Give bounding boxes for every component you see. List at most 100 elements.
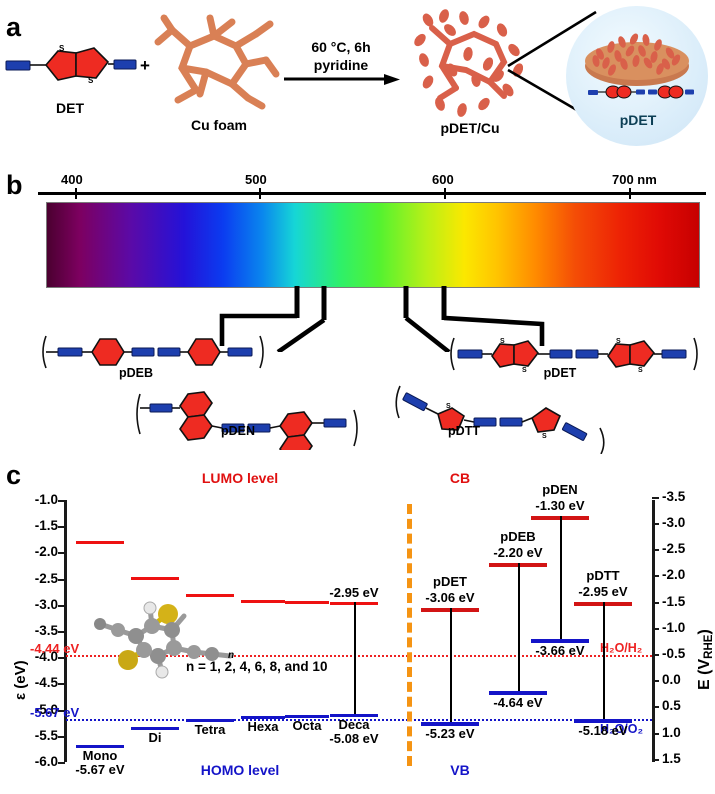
left-tick-mark	[58, 631, 65, 633]
right-tick-mark	[652, 575, 659, 578]
right-tick-label: 0.5	[662, 698, 681, 714]
pden-structure	[136, 391, 358, 450]
right-tick-mark	[652, 523, 659, 526]
nm-tickmark-500	[259, 188, 261, 199]
nm-tick-700: 700 nm	[612, 172, 657, 187]
pdtt-structure: S S	[395, 385, 605, 454]
polymer-bandgap-line	[603, 602, 605, 720]
polymer-cb-value: -2.95 eV	[578, 584, 628, 600]
oligomer-homo-value: -5.08 eV	[329, 730, 379, 746]
svg-text:S: S	[638, 367, 643, 374]
polymer-vb-value: -3.66 eV	[535, 643, 585, 659]
spectrum-connector-lines	[219, 286, 545, 352]
right-tick-mark	[652, 680, 659, 683]
left-tick-label: -4.5	[34, 675, 58, 691]
panel-c-label: c	[6, 460, 22, 490]
oligomer-homo-level	[330, 713, 378, 717]
pdet-inset-label: pDET	[619, 112, 657, 128]
pdet-structure-label: pDET	[543, 366, 577, 380]
oligomer-name-label: Di	[148, 729, 162, 745]
nm-tickmark-400	[75, 188, 77, 199]
right-tick-label: -1.0	[662, 619, 686, 635]
pdet-cu-product-illustration	[414, 9, 524, 117]
reaction-arrow-icon	[284, 74, 400, 85]
right-tick-label: -1.5	[662, 593, 686, 609]
pdeb-structure	[42, 335, 264, 369]
oligomer-homo-value: -5.67 eV	[75, 761, 125, 777]
pdet-inset-illustration	[585, 33, 694, 99]
nm-tick-600: 600	[432, 172, 454, 187]
pdtt-label: pDTT	[448, 424, 480, 438]
nm-tick-400: 400	[61, 172, 83, 187]
h2o-h2-value-label: -4.44 eV	[30, 641, 80, 656]
right-tick-mark	[652, 706, 659, 709]
left-tick-label: -5.0	[34, 701, 58, 717]
wavelength-axis-line	[38, 192, 706, 195]
polymer-vb-level	[574, 719, 632, 724]
right-tick-mark	[652, 549, 659, 552]
panel-b-label: b	[6, 170, 23, 200]
oligomer-lumo-level	[186, 594, 234, 598]
nm-tickmark-600	[444, 188, 446, 199]
polymer-vb-value: -5.18 eV	[578, 723, 628, 739]
polymer-bandgap-line	[518, 562, 520, 691]
left-tick-mark	[58, 526, 65, 529]
right-tick-mark	[652, 732, 659, 735]
polymer-vb-value: -5.23 eV	[425, 725, 475, 741]
left-tick-mark	[58, 735, 65, 738]
oligomer-name-label: Octa	[292, 717, 322, 733]
polymer-name-label: pDEB	[500, 528, 536, 544]
left-tick-label: -4.0	[34, 649, 58, 665]
deca-bandgap-line	[354, 602, 356, 714]
reaction-conditions-line2: pyridine	[313, 57, 369, 73]
oligomer-lumo-level	[241, 599, 285, 603]
oligomer-lumo-level	[76, 540, 124, 544]
polymer-vb-level	[531, 639, 589, 644]
oligomer-name-label: Tetra	[194, 721, 226, 737]
left-tick-label: -2.0	[34, 544, 58, 560]
oligomer-homo-level	[131, 726, 179, 730]
cu-foam-illustration	[154, 14, 280, 110]
h2o-o2-reference-line	[66, 719, 652, 721]
right-tick-label: -3.5	[662, 488, 686, 504]
oligomer-name-label: Mono	[82, 747, 118, 763]
nm-tickmark-700	[629, 188, 631, 199]
left-tick-label: -3.5	[34, 623, 58, 638]
h2o-o2-value-label: -5.67 eV	[30, 705, 80, 720]
right-tick-mark	[652, 496, 659, 499]
svg-text:S: S	[59, 44, 65, 53]
oligomer-lumo-level	[285, 601, 329, 605]
oligomer-homo-level	[76, 744, 124, 748]
h2o-o2-redox-label: H₂O/O₂	[600, 722, 644, 736]
polymer-bandgap-line	[450, 607, 452, 722]
left-tick-label: -2.5	[34, 570, 58, 586]
polymer-cb-value: -3.06 eV	[425, 589, 475, 605]
polymer-bandgap-line	[560, 515, 562, 640]
left-tick-mark	[58, 552, 65, 555]
left-tick-mark	[58, 762, 65, 764]
right-tick-label: -0.5	[662, 646, 686, 662]
left-axis-line	[64, 500, 67, 762]
left-tick-label: -1.5	[34, 518, 58, 534]
right-tick-label: -2.5	[662, 541, 686, 557]
oligomer-lumo-value: -2.95 eV	[329, 585, 379, 601]
oligomer-polymer-divider	[407, 504, 412, 766]
left-tick-mark	[58, 604, 65, 607]
svg-text:S: S	[500, 338, 505, 345]
svg-text:S: S	[88, 76, 94, 85]
right-tick-mark	[652, 627, 659, 630]
polymer-vb-level	[421, 721, 479, 726]
det-monomer-structure: S S	[5, 44, 137, 85]
polymer-cb-value: -1.30 eV	[535, 497, 585, 513]
det-label: DET	[56, 100, 84, 116]
polymer-name-label: pDTT	[586, 568, 620, 584]
left-tick-mark	[58, 683, 65, 686]
homo-level-header: HOMO level	[200, 762, 280, 778]
left-tick-label: -3.0	[34, 596, 58, 612]
h2o-h2-reference-line	[66, 655, 652, 657]
left-tick-mark	[58, 709, 65, 712]
pdeb-label: pDEB	[118, 366, 154, 380]
plus-sign: +	[140, 56, 150, 75]
polymer-vb-level	[489, 690, 547, 695]
oligomer-homo-level	[186, 718, 234, 722]
